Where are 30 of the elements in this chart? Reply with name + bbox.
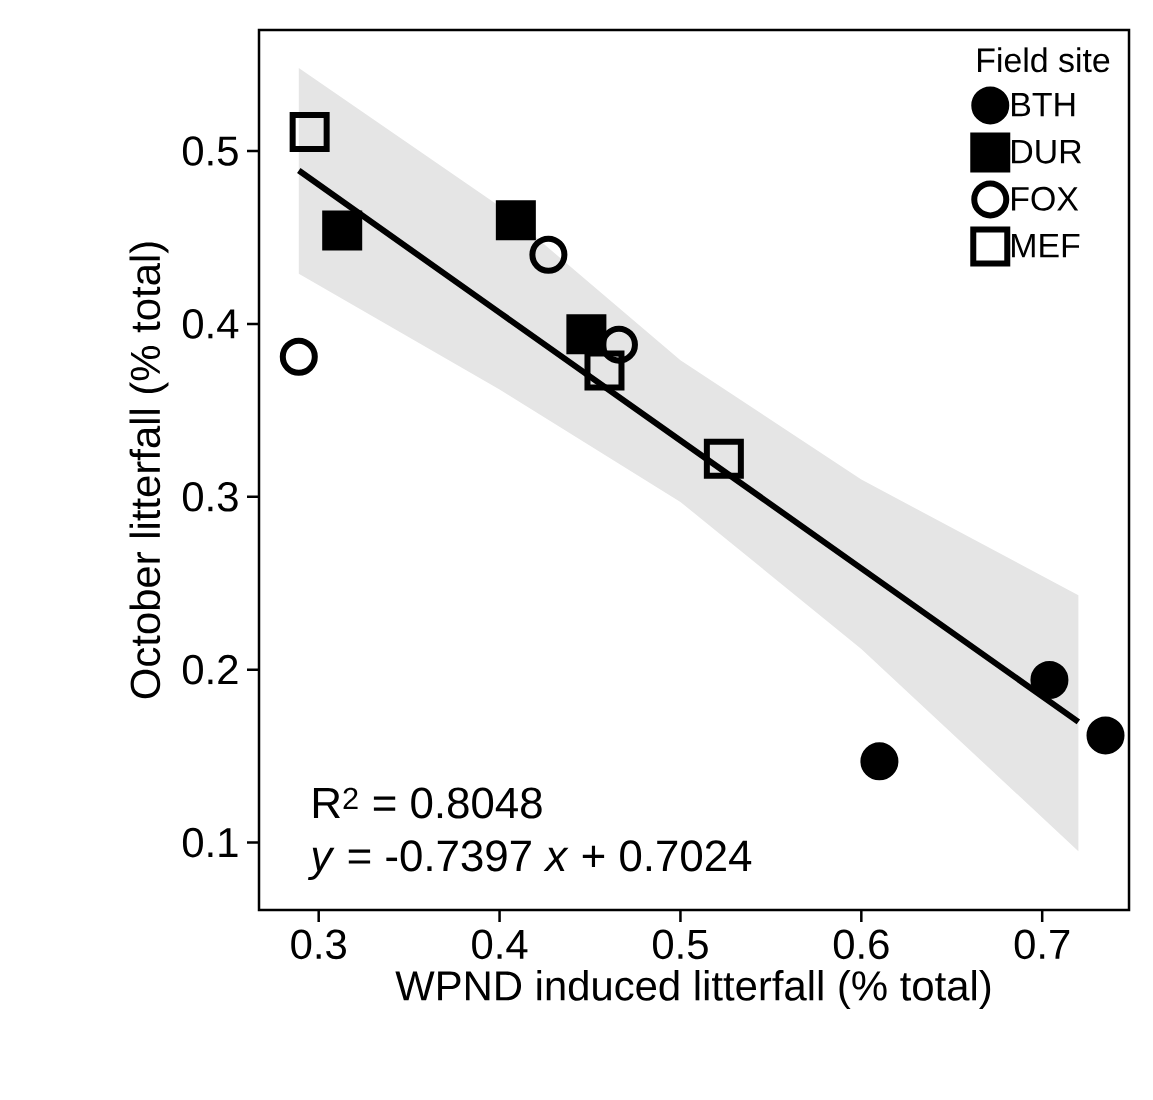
point [529,235,568,274]
y-tick-label: 0.2 [182,654,238,685]
legend-label: DUR [1012,140,1082,164]
y-tick-label: 0.1 [182,827,238,858]
x-axis-title: WPND induced litterfall (% total) [395,969,991,1009]
annotation: R$^{2}$ = 0.8048 [313,787,542,819]
annotation: y = -0.7397 x + 0.7024 [307,840,752,881]
legend-label: FOX [1012,186,1079,211]
point [566,314,607,355]
y-tick-label: 0.4 [182,309,239,339]
x-tick-label: 0.6 [833,929,889,960]
x-tick-label: 0.3 [291,929,346,960]
point [1030,661,1069,700]
point [279,337,318,376]
point [495,200,536,241]
legend-label: MEF [1012,234,1080,258]
legend-label: BTH [1012,93,1075,117]
point [584,350,625,391]
point [1086,716,1125,755]
point [322,210,363,251]
x-tick-label: 0.7 [1014,929,1070,960]
legend-title: Field site [978,47,1110,73]
point [289,111,330,152]
x-tick-label: 0.5 [653,929,708,960]
y-axis-title: October litterfall (% total) [129,242,169,699]
point [860,742,899,781]
y-tick-label: 0.3 [182,481,238,512]
x-tick-label: 0.4 [472,929,528,960]
y-tick-label: 0.5 [182,136,238,166]
point [703,438,744,479]
